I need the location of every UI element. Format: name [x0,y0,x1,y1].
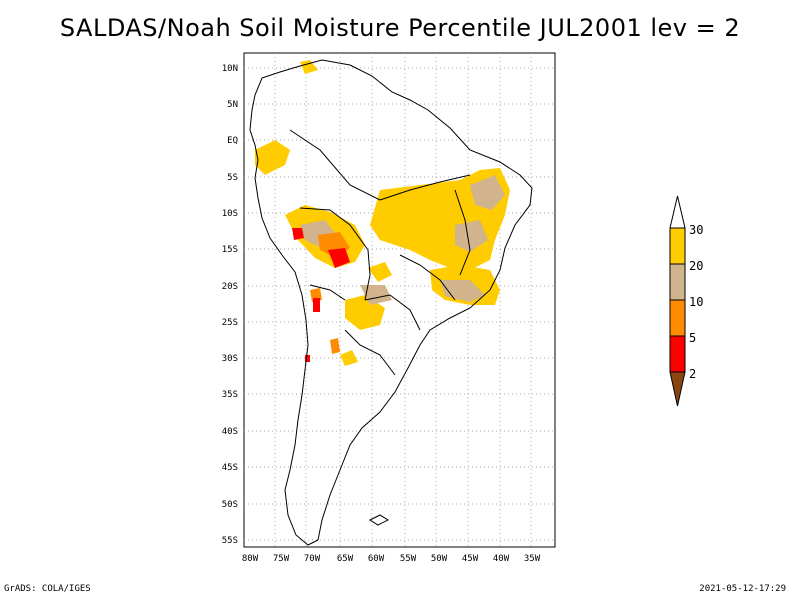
colorbar-swatch-5-10 [669,299,686,337]
colorbar-cap-top [669,195,686,229]
lon-label: 45W [462,554,479,564]
lon-label: 40W [493,554,510,564]
lat-label: 10N [222,64,238,74]
shade-10-20-se [440,280,485,302]
map-title: SALDAS/Noah Soil Moisture Percentile JUL… [59,14,741,42]
lon-label: 35W [524,554,541,564]
colorbar-swatch-20-30 [669,227,686,265]
shade-20-30-small1 [340,350,358,366]
lat-label: 55S [222,536,238,546]
shade-10-20-center [455,220,488,252]
lat-label: 5S [227,173,238,183]
shade-10-20-chaco [360,285,392,305]
lon-label: 55W [400,554,417,564]
footer-credit: GrADS: COLA/IGES [4,584,91,594]
lat-label: 45S [222,463,238,473]
colorbar-swatch-2-5 [669,335,686,373]
lon-label: 80W [242,554,259,564]
lat-label: EQ [227,136,238,146]
lat-label: 35S [222,390,238,400]
coastline [249,59,533,546]
percentile-shading [255,60,510,366]
latitude-axis: 10N 5N EQ 5S 10S 15S 20S 25S 30S 35S 40S… [222,64,238,546]
shade-20-30-small2 [368,262,392,282]
shade-2-5-a [328,248,350,268]
lon-label: 60W [368,554,385,564]
shade-10-20-ne [470,175,505,210]
colorbar-labels: 30 20 10 5 2 [689,223,703,381]
colorbar-label: 30 [689,223,703,237]
lat-label: 25S [222,318,238,328]
colorbar-label: 5 [689,331,696,345]
shade-20-30-north [255,140,290,175]
colorbar [669,195,686,407]
lat-label: 40S [222,427,238,437]
colorbar-swatch-10-20 [669,263,686,301]
colorbar-label: 20 [689,259,703,273]
lat-label: 30S [222,354,238,364]
shade-20-30-small3 [300,60,318,74]
shade-2-5-c [313,298,320,312]
colorbar-label: 10 [689,295,703,309]
shade-2-5-b [292,228,304,240]
footer-timestamp: 2021-05-12-17:29 [699,584,786,594]
lon-label: 70W [304,554,321,564]
lat-label: 5N [227,100,238,110]
lat-label: 50S [222,500,238,510]
lon-label: 65W [337,554,354,564]
colorbar-label: 2 [689,367,696,381]
lat-label: 20S [222,282,238,292]
lon-label: 50W [431,554,448,564]
colorbar-cap-bottom [669,371,686,407]
lat-label: 15S [222,245,238,255]
map-frame [243,52,556,548]
lon-label: 75W [273,554,290,564]
longitude-axis: 80W 75W 70W 65W 60W 55W 50W 45W 40W 35W [242,554,541,564]
lat-label: 10S [222,209,238,219]
shade-5-10-c [330,338,340,354]
